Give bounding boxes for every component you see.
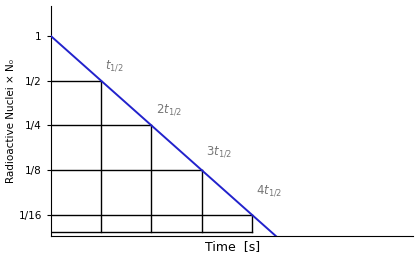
X-axis label: Time  [s]: Time [s] — [204, 240, 260, 254]
Text: $3t_{1/2}$: $3t_{1/2}$ — [206, 145, 232, 159]
Text: $2t_{1/2}$: $2t_{1/2}$ — [155, 102, 182, 117]
Text: $t_{1/2}$: $t_{1/2}$ — [105, 59, 124, 73]
Y-axis label: Radioactive Nuclei × N₀: Radioactive Nuclei × N₀ — [5, 59, 16, 183]
Text: $4t_{1/2}$: $4t_{1/2}$ — [256, 183, 282, 198]
